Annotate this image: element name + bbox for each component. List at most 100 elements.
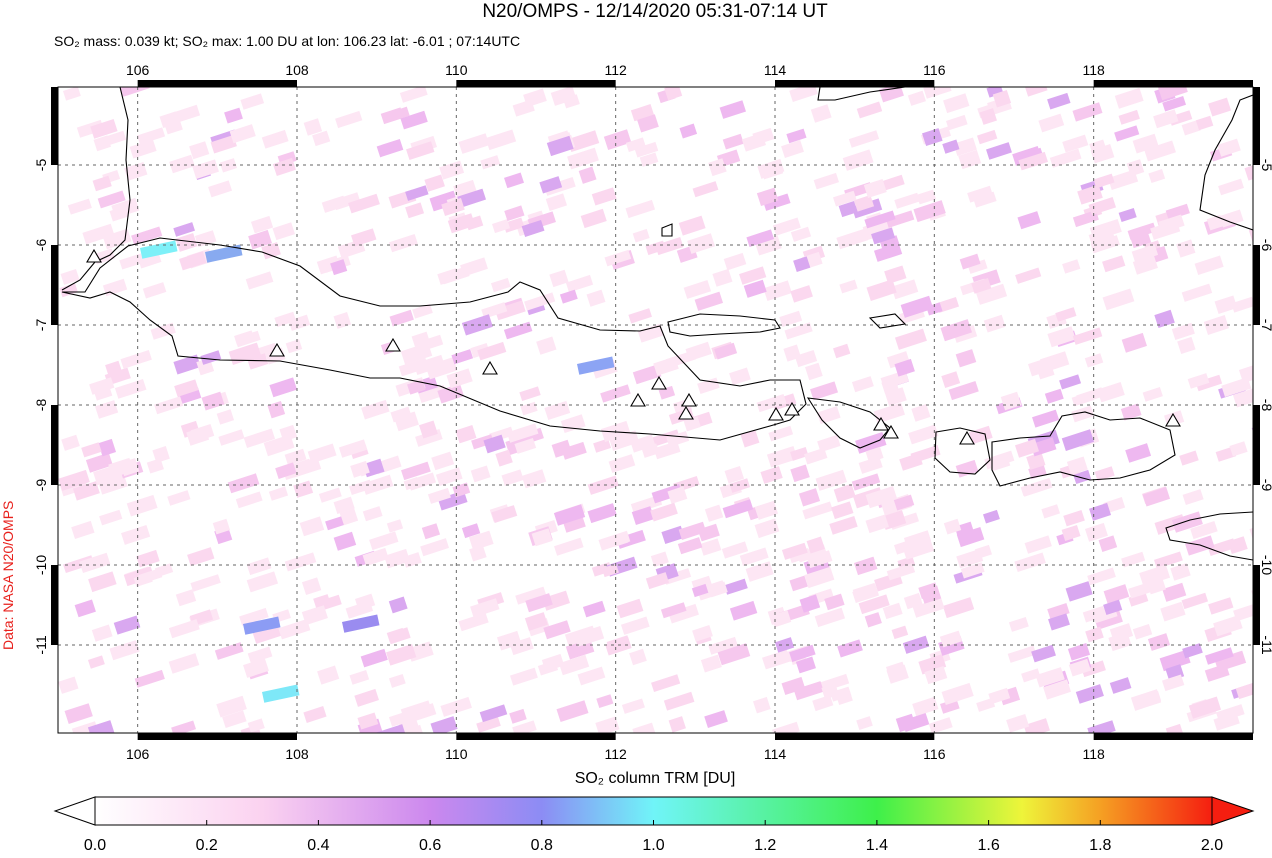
so2-pixel	[708, 158, 727, 177]
so2-pixel	[521, 469, 547, 489]
colorbar-tick-label: 1.6	[977, 837, 999, 853]
lon-tick-label: 108	[285, 746, 309, 762]
so2-pixel	[650, 551, 669, 568]
so2-pixel	[333, 312, 352, 329]
so2-pixel	[789, 575, 808, 592]
so2-pixel	[641, 443, 660, 458]
so2-pixel	[531, 528, 553, 547]
so2-pixel	[1025, 87, 1048, 97]
so2-pixel	[576, 356, 615, 375]
so2-pixel	[668, 716, 686, 733]
so2-pixel	[1015, 267, 1042, 284]
so2-pixel	[664, 87, 683, 101]
so2-pixel	[1214, 295, 1238, 314]
so2-pixel	[234, 330, 261, 348]
so2-pixel	[781, 676, 806, 695]
so2-pixel	[168, 619, 200, 639]
so2-pixel	[578, 166, 597, 184]
so2-pixel	[388, 596, 408, 614]
so2-pixel	[1121, 551, 1146, 568]
so2-pixel	[813, 172, 840, 190]
so2-pixel	[762, 649, 791, 670]
borneo-coast	[817, 87, 1253, 231]
so2-pixel	[261, 129, 289, 149]
so2-pixel	[1107, 169, 1139, 191]
subtitle: SO₂ mass: 0.039 kt; SO₂ max: 1.00 DU at …	[54, 33, 520, 49]
so2-pixel	[1061, 429, 1095, 451]
so2-pixel	[245, 271, 274, 290]
so2-pixel	[983, 314, 1006, 333]
colorbar-tick-label: 0.0	[84, 837, 106, 853]
so2-pixel	[146, 458, 164, 474]
so2-pixel	[1176, 239, 1196, 258]
so2-pixel	[1131, 244, 1159, 263]
so2-pixel	[663, 691, 695, 711]
so2-pixel	[536, 336, 557, 355]
so2-pixel	[923, 87, 952, 99]
so2-pixel	[386, 643, 417, 666]
volcano	[86, 248, 1181, 445]
so2-pixel	[912, 696, 939, 717]
so2-pixel	[936, 297, 960, 313]
so2-pixel	[227, 473, 260, 494]
so2-pixel	[580, 208, 607, 229]
so2-pixel	[1208, 597, 1234, 615]
so2-pixel	[386, 627, 406, 643]
frame-bar	[775, 733, 935, 740]
graticule	[58, 87, 1253, 733]
so2-pixel	[1121, 332, 1147, 353]
frame-bar	[51, 87, 58, 165]
so2-pixel	[956, 527, 985, 548]
so2-pixel	[1188, 696, 1222, 719]
so2-pixel	[653, 356, 679, 376]
so2-pixel	[812, 694, 834, 712]
so2-pixel	[275, 462, 297, 479]
so2-pixel	[169, 154, 195, 174]
so2-pixel	[72, 481, 100, 501]
so2-pixel	[278, 619, 311, 640]
so2-pixel	[435, 467, 463, 487]
so2-pixel	[567, 147, 599, 170]
so2-pixel	[539, 176, 563, 194]
so2-pixel	[899, 452, 923, 471]
so2-pixel	[179, 251, 207, 271]
so2-pixel	[471, 434, 494, 450]
so2-pixel	[411, 331, 430, 347]
so2-pixel	[942, 597, 975, 619]
so2-pixel	[700, 654, 722, 673]
frame-bar	[51, 245, 58, 325]
so2-pixel	[460, 257, 488, 277]
so2-pixel	[833, 483, 856, 503]
so2-pixel	[833, 190, 857, 207]
so2-pixel	[1154, 309, 1175, 328]
lat-tick-label: -5	[1259, 159, 1272, 172]
so2-pixel	[1014, 552, 1046, 573]
so2-pixel	[384, 548, 411, 569]
frame-bar	[1093, 80, 1253, 87]
so2-pixel	[810, 381, 839, 401]
so2-pixel	[943, 518, 962, 535]
so2-pixel	[458, 612, 489, 632]
frame-bar	[1253, 87, 1260, 165]
so2-pixel	[616, 598, 644, 619]
so2-pixel	[1041, 504, 1061, 519]
so2-pixel	[437, 383, 465, 404]
so2-pixel	[345, 600, 374, 619]
so2-pixel	[242, 616, 281, 635]
so2-pixel	[272, 157, 296, 176]
so2-pixel	[216, 409, 235, 425]
so2-pixel	[873, 242, 903, 262]
so2-pixel	[519, 386, 541, 402]
title: N20/OMPS - 12/14/2020 05:31-07:14 UT	[482, 1, 828, 22]
kangean-coast	[661, 223, 907, 329]
so2-pixel	[512, 99, 535, 117]
so2-pixel	[754, 518, 780, 539]
so2-pixel	[524, 612, 548, 631]
so2-pixel	[1114, 125, 1140, 142]
so2-pixel	[1098, 535, 1118, 552]
so2-pixel	[805, 362, 823, 381]
so2-pixel	[208, 180, 233, 198]
so2-pixel	[1132, 133, 1159, 154]
so2-pixel	[1154, 551, 1183, 569]
so2-pixel	[886, 562, 916, 581]
